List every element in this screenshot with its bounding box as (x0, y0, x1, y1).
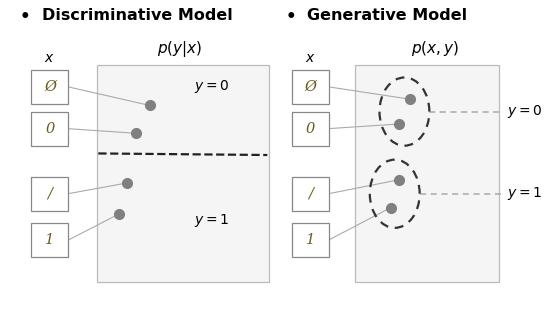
Text: /: / (308, 187, 312, 201)
Text: Generative Model: Generative Model (307, 8, 468, 23)
Text: 1: 1 (45, 233, 54, 247)
Text: /: / (48, 187, 52, 201)
Bar (97, 65, 269, 282)
FancyBboxPatch shape (291, 223, 329, 257)
Text: 0: 0 (306, 122, 315, 136)
FancyBboxPatch shape (31, 177, 69, 211)
Text: $y = 0$: $y = 0$ (507, 103, 542, 120)
Text: $x$: $x$ (305, 51, 315, 65)
Text: $y = 0$: $y = 0$ (194, 78, 229, 95)
Text: $y = 1$: $y = 1$ (507, 185, 542, 202)
Text: $y = 1$: $y = 1$ (194, 212, 229, 228)
Text: Ø: Ø (44, 80, 56, 94)
FancyBboxPatch shape (31, 70, 69, 104)
FancyBboxPatch shape (291, 177, 329, 211)
Bar (355, 65, 499, 282)
FancyBboxPatch shape (31, 112, 69, 146)
Text: $p(y|x)$: $p(y|x)$ (157, 39, 203, 59)
Text: 0: 0 (45, 122, 54, 136)
Text: Discriminative Model: Discriminative Model (42, 8, 232, 23)
Text: 1: 1 (306, 233, 315, 247)
Text: Ø: Ø (304, 80, 316, 94)
Text: $p(x, y)$: $p(x, y)$ (411, 39, 459, 58)
Text: •: • (19, 8, 30, 26)
FancyBboxPatch shape (291, 112, 329, 146)
FancyBboxPatch shape (31, 223, 69, 257)
FancyBboxPatch shape (291, 70, 329, 104)
Text: •: • (285, 8, 296, 26)
Text: $x$: $x$ (44, 51, 55, 65)
